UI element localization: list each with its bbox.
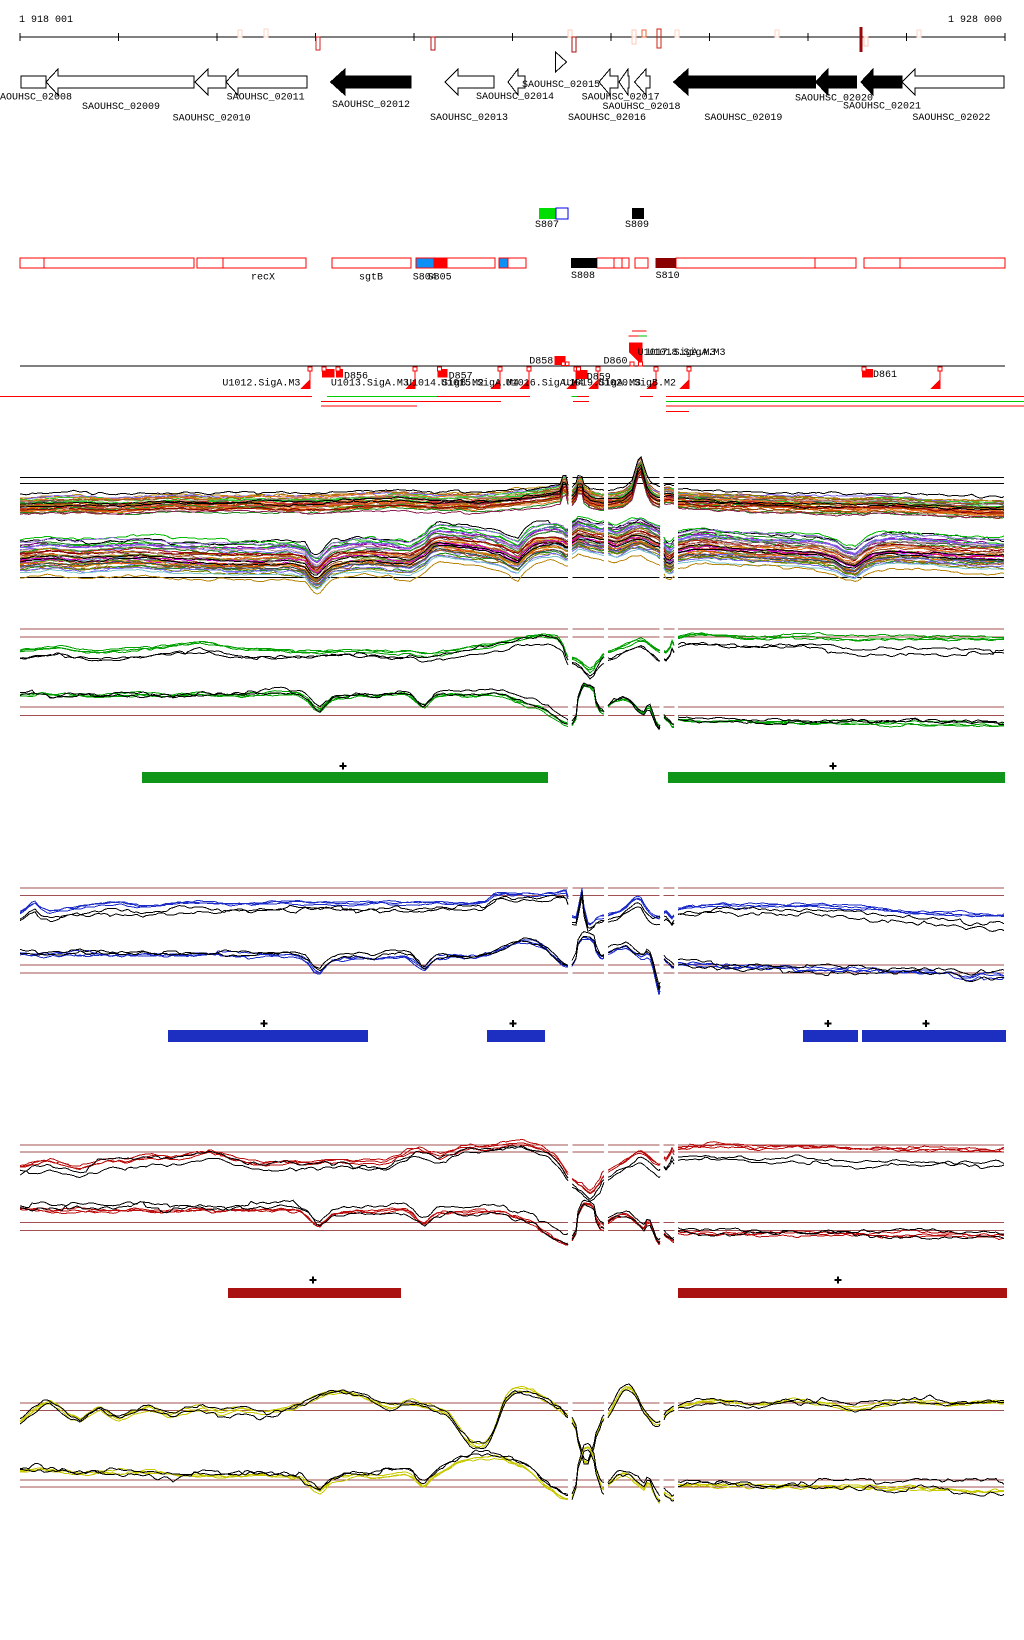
svg-text:S807: S807 (535, 220, 559, 231)
svg-text:S804: S804 (413, 273, 437, 284)
svg-text:U1018.SigA.M3: U1018.SigA.M3 (648, 347, 726, 359)
svg-text:1 928 000: 1 928 000 (948, 15, 1002, 26)
svg-text:SAOUHSC_02008: SAOUHSC_02008 (0, 93, 72, 104)
svg-text:S810: S810 (656, 271, 680, 282)
svg-text:U1015.SigA.M4: U1015.SigA.M4 (441, 378, 519, 390)
svg-text:S809: S809 (625, 220, 649, 231)
svg-text:SAOUHSC_02011: SAOUHSC_02011 (227, 93, 305, 104)
svg-text:D860: D860 (604, 357, 628, 368)
svg-text:SAOUHSC_02022: SAOUHSC_02022 (912, 113, 990, 124)
svg-text:SAOUHSC_02020: SAOUHSC_02020 (795, 93, 873, 104)
svg-text:U1016.SigA.M4: U1016.SigA.M4 (506, 378, 584, 390)
svg-text:SAOUHSC_02012: SAOUHSC_02012 (332, 100, 410, 111)
svg-text:SAOUHSC_02019: SAOUHSC_02019 (704, 113, 782, 124)
svg-text:sgtB: sgtB (359, 273, 383, 284)
svg-text:S805: S805 (428, 273, 452, 284)
svg-text:U1017.SigA.M3: U1017.SigA.M3 (638, 347, 716, 359)
svg-text:SAOUHSC_02021: SAOUHSC_02021 (843, 102, 921, 113)
svg-text:SAOUHSC_02014: SAOUHSC_02014 (476, 92, 554, 103)
svg-text:SAOUHSC_02017: SAOUHSC_02017 (582, 93, 660, 104)
svg-text:U1012.SigA.M3: U1012.SigA.M3 (222, 378, 300, 390)
svg-text:D856: D856 (344, 371, 368, 382)
svg-text:D857: D857 (449, 371, 473, 382)
svg-text:SAOUHSC_02016: SAOUHSC_02016 (568, 113, 646, 124)
svg-text:D858: D858 (529, 357, 553, 368)
svg-text:SAOUHSC_02010: SAOUHSC_02010 (173, 114, 251, 125)
svg-text:recX: recX (251, 273, 275, 284)
svg-text:D861: D861 (873, 370, 897, 381)
svg-text:U1013.SigA.M3: U1013.SigA.M3 (331, 378, 409, 390)
svg-text:D859: D859 (587, 372, 611, 383)
svg-text:1 918 001: 1 918 001 (19, 15, 73, 26)
svg-text:SAOUHSC_02015: SAOUHSC_02015 (522, 80, 600, 91)
svg-text:U1019.SigA.M3: U1019.SigA.M3 (563, 378, 641, 390)
svg-text:SAOUHSC_02018: SAOUHSC_02018 (603, 102, 681, 113)
svg-text:SAOUHSC_02013: SAOUHSC_02013 (430, 113, 508, 124)
svg-text:S808: S808 (571, 271, 595, 282)
svg-text:SAOUHSC_02009: SAOUHSC_02009 (82, 102, 160, 113)
svg-text:U1014.SigB.M2: U1014.SigB.M2 (406, 378, 484, 390)
svg-text:U1020.SigB.M2: U1020.SigB.M2 (598, 378, 676, 390)
